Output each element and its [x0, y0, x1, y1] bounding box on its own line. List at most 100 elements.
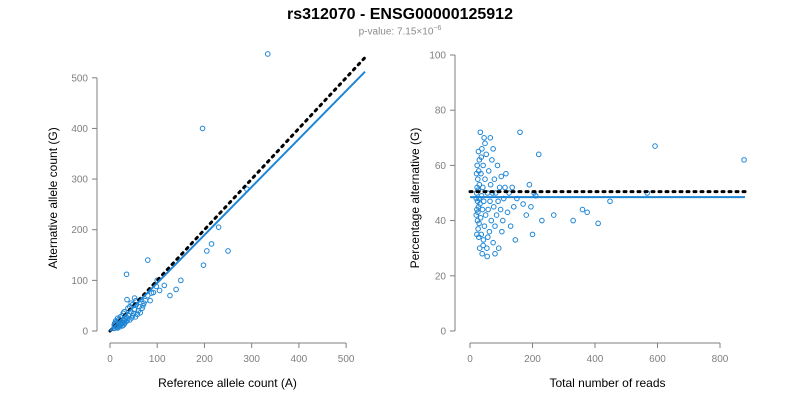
right-data-point [476, 245, 483, 251]
right-data-point [480, 162, 486, 169]
right-data-point [509, 184, 515, 191]
right-y-tick-label: 0 [440, 327, 446, 338]
left-data-point [208, 241, 215, 247]
right-data-point [504, 209, 511, 216]
right-data-point [741, 157, 747, 163]
left-y-tick-label: 100 [71, 276, 88, 287]
right-data-point [474, 217, 481, 224]
right-data-point [489, 157, 495, 163]
right-data-point [477, 215, 484, 221]
right-data-point [570, 217, 576, 224]
left-data-point [135, 307, 142, 314]
right-data-point [474, 184, 480, 191]
chart-title: rs312070 - ENSG00000125912 [287, 6, 513, 23]
right-data-point [503, 170, 509, 177]
right-data-point [475, 204, 482, 210]
left-data-point [141, 300, 147, 306]
right-data-point [528, 204, 534, 210]
left-data-point [131, 295, 138, 301]
right-data-point [491, 176, 498, 182]
left-data-point [178, 277, 184, 284]
right-data-point [475, 176, 481, 182]
right-data-point [526, 181, 533, 188]
right-data-point [520, 201, 526, 207]
right-y-tick-label: 20 [435, 271, 447, 282]
right-data-point [487, 198, 493, 205]
left-y-tick-label: 200 [71, 225, 88, 236]
left-data-point [139, 305, 145, 312]
right-data-point [502, 184, 508, 191]
right-data-point [480, 184, 486, 191]
right-data-point [483, 151, 490, 158]
left-data-point [204, 248, 210, 254]
left-fit-line [109, 71, 366, 332]
right-data-point [482, 176, 488, 182]
right-data-point [579, 206, 586, 213]
left-data-point [148, 290, 155, 296]
left-data-point [225, 248, 231, 254]
right-data-point [485, 168, 492, 174]
right-data-point [500, 217, 506, 224]
right-data-point [652, 143, 658, 149]
right-data-point [480, 242, 486, 249]
right-data-point [497, 206, 504, 213]
right-data-point [494, 162, 501, 169]
left-data-point [130, 310, 137, 317]
right-data-point [473, 170, 480, 177]
left-scatter-panel: 0 100 200 300 400 500 Reference allele count (… [46, 51, 367, 390]
pvalue-exponent: −6 [433, 25, 442, 32]
right-data-point [474, 162, 480, 169]
left-y-axis-title: Alternative allele count (G) [46, 127, 60, 268]
right-data-point [484, 245, 490, 251]
right-data-point [584, 209, 590, 216]
right-data-point [482, 140, 488, 147]
left-x-tick-label: 400 [291, 354, 308, 365]
right-data-point [595, 220, 601, 227]
right-x-tick-label: 200 [524, 354, 541, 365]
right-data-point [493, 212, 500, 218]
chart-subtitle-pvalue: p-value: 7.15×10−6 [0, 25, 800, 37]
right-x-tick-label: 400 [587, 354, 604, 365]
right-data-point [476, 220, 482, 227]
left-y-tick-label: 300 [71, 175, 88, 186]
left-data-point [173, 286, 179, 293]
left-data-point [156, 287, 163, 294]
right-data-point [496, 184, 503, 191]
right-data-point [507, 223, 514, 229]
right-data-point [479, 146, 485, 152]
right-data-point [481, 135, 487, 141]
right-data-point [475, 226, 481, 232]
right-data-point [499, 228, 505, 235]
left-data-point [200, 262, 207, 268]
right-data-point [607, 198, 613, 205]
pvalue-text: p-value: 7.15×10 [358, 26, 434, 38]
left-data-point [167, 292, 173, 299]
left-data-point [124, 296, 130, 303]
left-data-point [126, 313, 132, 319]
right-data-point [475, 209, 481, 216]
right-data-point [512, 237, 519, 243]
right-data-point [480, 198, 487, 205]
right-data-point [487, 135, 494, 141]
right-data-point [523, 212, 530, 218]
right-data-point [478, 154, 485, 160]
right-data-point [484, 253, 490, 260]
left-x-axis-title: Reference allele count (A) [158, 376, 297, 390]
left-data-point [199, 125, 206, 132]
left-data-point [147, 297, 153, 304]
right-y-axis-title: Percentage alternative (G) [408, 128, 422, 269]
right-scatter-panel: 0 200 400 600 800 Total number of reads 0 20 40 6… [408, 51, 747, 390]
right-data-point [492, 223, 498, 229]
right-y-tick-label: 40 [435, 216, 447, 227]
right-y-tick-label: 60 [435, 161, 447, 172]
left-x-tick-label: 100 [149, 354, 166, 365]
left-data-point [161, 282, 168, 289]
right-data-point [474, 198, 481, 205]
right-data-point [487, 181, 494, 188]
right-data-point [481, 223, 488, 229]
left-data-point [123, 271, 130, 278]
right-data-point [474, 206, 480, 213]
left-data-point [215, 224, 222, 230]
right-data-point [475, 148, 482, 155]
